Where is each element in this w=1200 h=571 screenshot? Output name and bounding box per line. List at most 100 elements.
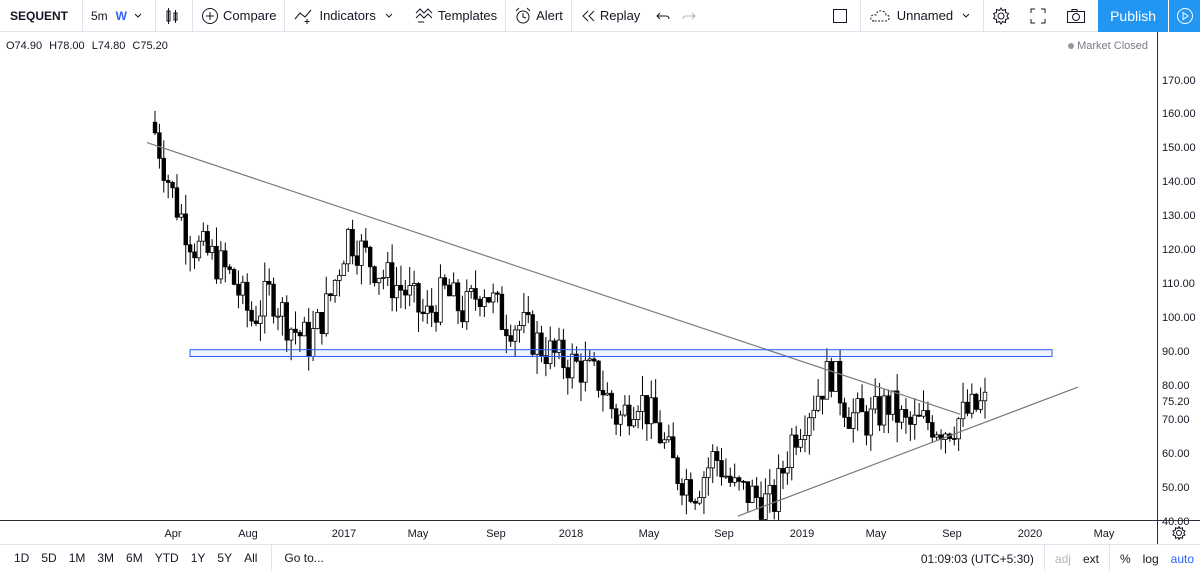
candle-body <box>890 390 895 415</box>
candle-body <box>754 485 759 498</box>
percent-toggle[interactable]: % <box>1119 551 1131 566</box>
compare-button[interactable]: Compare <box>193 0 284 32</box>
open-value: O74.90 <box>6 40 43 52</box>
candle-body <box>758 497 764 520</box>
range-5y[interactable]: 5Y <box>217 551 233 565</box>
price-axis[interactable] <box>1157 32 1200 520</box>
candle-body <box>385 262 390 278</box>
price-tick-label: 170.00 <box>1162 74 1196 87</box>
candle-body <box>376 277 382 284</box>
candle-body <box>499 293 505 330</box>
range-5d[interactable]: 5D <box>41 551 57 565</box>
candle-body <box>271 283 276 317</box>
last-price-label: 75.20 <box>1162 396 1190 409</box>
candle-body <box>486 297 491 303</box>
price-chart[interactable] <box>0 32 1157 520</box>
candle-body <box>618 414 623 425</box>
range-3m[interactable]: 3M <box>97 551 115 565</box>
time-tick-label: May <box>638 528 660 540</box>
range-ytd[interactable]: YTD <box>154 551 179 565</box>
candle-body <box>214 245 219 280</box>
time-axis[interactable] <box>0 520 1157 544</box>
bar-style-button[interactable] <box>156 0 192 32</box>
candle-body <box>288 328 294 341</box>
bottom-right-controls: 01:09:03 (UTC+5:30) adj ext % log auto <box>915 545 1200 571</box>
candle-body <box>341 263 347 276</box>
candle-body <box>903 409 909 418</box>
candle-body <box>152 121 158 134</box>
candle-body <box>635 411 641 420</box>
candle-body <box>692 501 698 504</box>
cloud-icon <box>870 9 890 21</box>
candle-body <box>842 402 847 418</box>
candle-body <box>407 285 412 296</box>
fullscreen-button[interactable] <box>1022 0 1058 32</box>
candle-body <box>723 475 729 478</box>
candle-body <box>811 409 816 419</box>
price-tick-label: 100.00 <box>1162 312 1196 325</box>
candle-body <box>315 312 320 330</box>
square-icon <box>832 8 847 23</box>
candle-body <box>921 410 926 417</box>
alert-button[interactable]: Alert <box>506 0 571 32</box>
range-6m[interactable]: 6M <box>126 551 143 565</box>
candle-body <box>552 340 557 353</box>
time-tick-label: 2020 <box>1017 528 1043 540</box>
candle-body <box>631 419 636 427</box>
divider <box>284 0 286 32</box>
auto-toggle[interactable]: auto <box>1170 551 1194 566</box>
range-all[interactable]: All <box>244 551 258 565</box>
goto-button[interactable]: Go to... <box>271 544 324 571</box>
candle-body <box>829 361 834 392</box>
candle-body <box>337 275 342 281</box>
candle-body <box>284 302 289 341</box>
redo-button[interactable] <box>682 0 708 32</box>
indicators-button[interactable]: Indicators <box>285 0 405 32</box>
fullscreen-toggle[interactable] <box>824 0 860 32</box>
adj-toggle[interactable]: adj <box>1054 551 1071 566</box>
candle-body <box>833 361 838 392</box>
ext-toggle[interactable]: ext <box>1082 551 1099 566</box>
candle-body <box>815 395 821 411</box>
candle-body <box>187 244 193 253</box>
interval-selector[interactable]: 5m W <box>83 0 155 32</box>
layout-button[interactable]: Unnamed <box>861 0 983 32</box>
candle-body <box>420 311 426 315</box>
range-1m[interactable]: 1M <box>68 551 86 565</box>
top-toolbar: SEQUENT 5m W Compare Indicators Template… <box>0 0 1200 32</box>
candle-body <box>736 477 742 482</box>
candle-body <box>403 289 408 296</box>
publish-menu-button[interactable] <box>1168 0 1200 32</box>
divider <box>1108 545 1110 571</box>
interval-weekly[interactable]: W <box>115 8 127 23</box>
market-status: Market Closed <box>1068 40 1148 52</box>
candle-body <box>521 312 527 326</box>
candle-body <box>442 277 448 286</box>
range-1d[interactable]: 1D <box>14 551 30 565</box>
symbol-search[interactable]: SEQUENT <box>10 8 69 23</box>
candle-body <box>657 422 663 444</box>
candle-body <box>719 460 724 478</box>
candle-body <box>460 310 465 323</box>
range-1y[interactable]: 1Y <box>190 551 206 565</box>
settings-button[interactable] <box>984 0 1022 32</box>
price-tick-label: 140.00 <box>1162 176 1196 189</box>
candle-body <box>644 395 650 425</box>
undo-button[interactable] <box>648 0 682 32</box>
candle-body <box>772 484 777 512</box>
chevron-down-icon <box>385 13 393 18</box>
log-toggle[interactable]: log <box>1142 551 1159 566</box>
replay-button[interactable]: Replay <box>572 0 648 32</box>
candle-body <box>381 277 386 279</box>
candle-body <box>916 414 922 417</box>
gear-icon <box>992 6 1010 25</box>
chart-settings-button[interactable] <box>1157 520 1200 544</box>
candle-body <box>398 285 404 291</box>
time-tick-label: 2017 <box>331 528 357 540</box>
time-tick-label: May <box>407 528 429 540</box>
candle-body <box>543 355 549 364</box>
publish-button[interactable]: Publish <box>1098 0 1168 32</box>
snapshot-button[interactable] <box>1058 0 1098 32</box>
templates-button[interactable]: Templates <box>406 0 505 32</box>
candle-body <box>627 404 632 427</box>
